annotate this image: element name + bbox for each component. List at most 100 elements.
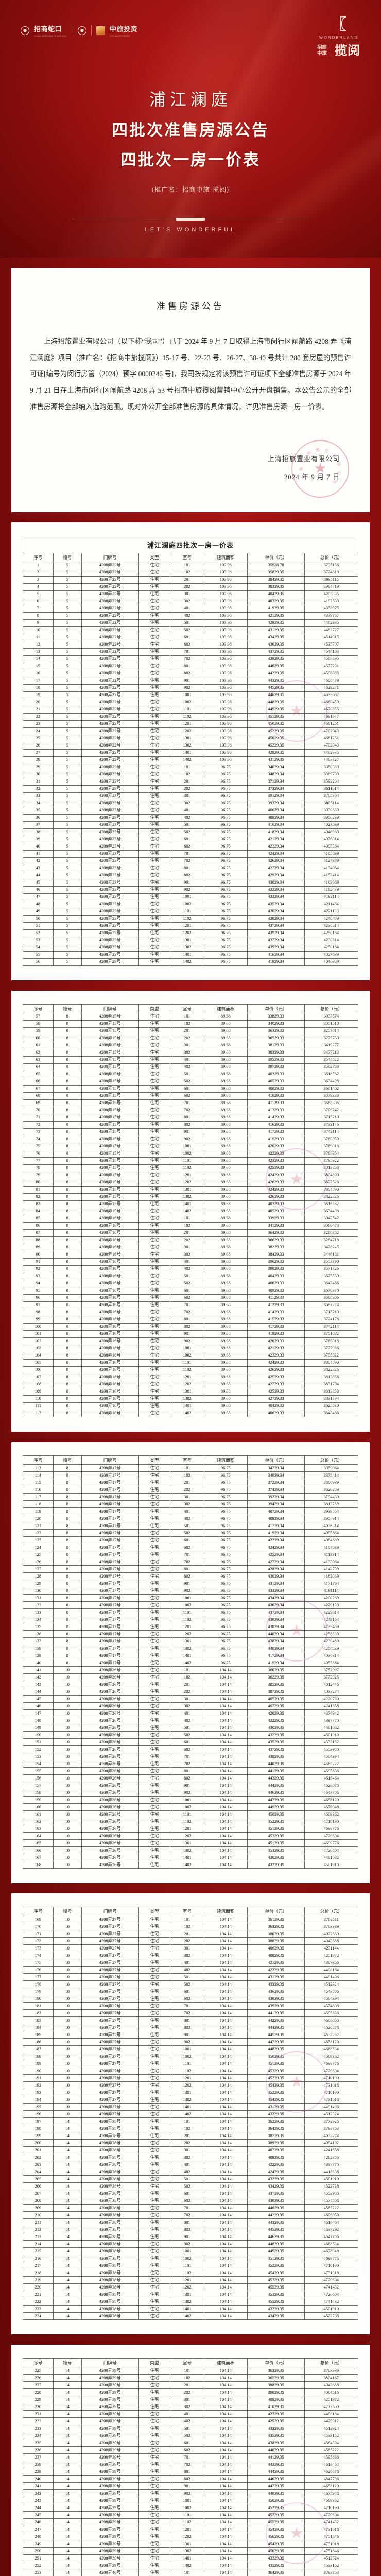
table-cell: 4208弄16号 bbox=[81, 1301, 139, 1309]
table-cell: 4208弄22号 bbox=[81, 669, 139, 677]
table-cell: 218 bbox=[23, 2269, 54, 2277]
table-cell: 4660459 bbox=[304, 698, 359, 706]
table-row: 44 5 4208弄23号 住宅 802 96.75 42929.34 4153414 bbox=[23, 871, 359, 879]
table-cell: 5 bbox=[53, 676, 82, 685]
developer-logo-row: 招商蛇口 CHINA MERCHANTS SHEKOU 中旅投资 CTG INV… bbox=[21, 24, 137, 37]
table-cell: 4208弄15号 bbox=[81, 1020, 139, 1028]
table-cell: 4208弄23号 bbox=[81, 922, 139, 930]
table-cell: 4208弄16号 bbox=[81, 1402, 139, 1410]
table-cell: 45029.35 bbox=[247, 734, 305, 742]
table-cell: 43929.35 bbox=[247, 655, 305, 663]
table-cell: 104.14 bbox=[203, 2139, 248, 2147]
table-cell: 78 bbox=[23, 1164, 54, 1172]
table-cell: 104.14 bbox=[203, 2117, 248, 2126]
table-cell: 14 bbox=[53, 2439, 82, 2447]
table-cell: 96.75 bbox=[203, 1471, 248, 1480]
table-cell: 202 bbox=[170, 1486, 204, 1494]
table-cell: 44929.35 bbox=[247, 2489, 305, 2498]
table-cell: 38229.33 bbox=[247, 1243, 305, 1251]
table-cell: 4250164 bbox=[304, 929, 359, 937]
table-row: 143 10 4208弄26号 住宅 201 104.14 38529.35 4012446 bbox=[23, 1681, 359, 1689]
table-cell: 104.14 bbox=[203, 2298, 248, 2306]
table-cell: 45429.35 bbox=[247, 2096, 305, 2104]
table-row: 117 8 4208弄17号 住宅 301 96.75 39229.34 3794439 bbox=[23, 1493, 359, 1501]
table-cell: 5 bbox=[53, 662, 82, 670]
table-cell: 4095364 bbox=[304, 842, 359, 851]
table-cell: 1402 bbox=[170, 2110, 204, 2119]
table-cell: 4012446 bbox=[304, 1681, 359, 1689]
table-cell: 住宅 bbox=[138, 1774, 171, 1783]
table-cell: 14 bbox=[53, 2117, 82, 2126]
table-cell: 902 bbox=[170, 1587, 204, 1595]
table-cell: 801 bbox=[170, 1113, 204, 1122]
logo-divider-2 bbox=[91, 25, 92, 36]
table-cell: 44029.35 bbox=[247, 1760, 305, 1768]
table-cell: 4208弄23号 bbox=[81, 777, 139, 786]
table-row: 204 14 4208弄38号 住宅 402 104.14 42429.35 4418598 bbox=[23, 2168, 359, 2176]
table-cell: 104.14 bbox=[203, 1995, 248, 2003]
price-table-sheet: 序号 幢号 门牌号 类型 室号 建筑面积 单价（元） 总价（元） 113 8 4208弄17号 住宅 1… bbox=[11, 1442, 370, 1884]
table-cell: 1101 bbox=[170, 2262, 204, 2270]
table-cell: 93 bbox=[23, 1272, 54, 1280]
table-cell: 89.68 bbox=[203, 1380, 248, 1388]
table-cell: 103.96 bbox=[203, 575, 248, 584]
table-cell: 43429.35 bbox=[247, 2182, 305, 2191]
table-cell: 43629.35 bbox=[247, 640, 305, 649]
table-cell: 96.75 bbox=[203, 1565, 248, 1573]
table-cell: 502 bbox=[170, 1731, 204, 1739]
table-row: 69 8 4208弄15号 住宅 701 89.68 41129.33 3688306 bbox=[23, 1099, 359, 1107]
table-cell: 4208弄16号 bbox=[81, 1359, 139, 1367]
table-cell: 4104039 bbox=[304, 1544, 359, 1552]
table-row: 118 8 4208弄17号 住宅 302 96.75 39429.34 3813789 bbox=[23, 1500, 359, 1509]
table-cell: 42329.35 bbox=[247, 1966, 305, 1974]
table-cell: 104.14 bbox=[203, 2312, 248, 2320]
table-cell: 142 bbox=[23, 1673, 54, 1682]
table-cell: 43129.35 bbox=[247, 1973, 305, 1981]
table-cell: 5 bbox=[53, 713, 82, 721]
table-cell: 2 bbox=[23, 568, 54, 577]
table-cell: 96.75 bbox=[203, 821, 248, 829]
table-cell: 14 bbox=[53, 2461, 82, 2469]
china-merchants-icon bbox=[21, 26, 29, 35]
table-cell: 8 bbox=[53, 1522, 82, 1530]
table-cell: 4208弄26号 bbox=[81, 1709, 139, 1718]
table-cell: 4208弄39号 bbox=[81, 2489, 139, 2498]
table-cell: 住宅 bbox=[138, 2255, 171, 2263]
brand-cn-line1: 招商 bbox=[317, 45, 327, 51]
table-cell: 43329.35 bbox=[247, 2554, 305, 2563]
table-row: 248 14 4208弄39号 住宅 1202 104.14 45629.35 4751846 bbox=[23, 2533, 359, 2541]
table-cell: 1102 bbox=[170, 1616, 204, 1624]
table-cell: 42729.33 bbox=[247, 1395, 305, 1403]
table-cell: 14 bbox=[53, 2432, 82, 2440]
table-cell: 14 bbox=[53, 2410, 82, 2418]
table-row: 149 10 4208弄26号 住宅 501 104.14 43029.35 4481082 bbox=[23, 1724, 359, 1732]
table-cell: 201 bbox=[170, 2132, 204, 2140]
table-cell: 4397770 bbox=[304, 1717, 359, 1725]
table-cell: 4564394 bbox=[304, 1995, 359, 2003]
table-cell: 住宅 bbox=[138, 1916, 171, 1924]
table-cell: 45129.35 bbox=[247, 2255, 305, 2263]
table-cell: 36529.33 bbox=[247, 1034, 305, 1042]
table-row: 7 5 4208弄22号 住宅 401 103.96 41929.35 4358975 bbox=[23, 604, 359, 613]
table-cell: 89.68 bbox=[203, 1294, 248, 1302]
table-row: 239 14 4208弄39号 住宅 801 104.14 44429.35 4626878 bbox=[23, 2468, 359, 2476]
table-cell: 住宅 bbox=[138, 2468, 171, 2476]
table-cell: 141 bbox=[23, 1666, 54, 1674]
table-cell: 4208弄17号 bbox=[81, 1587, 139, 1595]
table-cell: 302 bbox=[170, 799, 204, 807]
table-cell: 住宅 bbox=[138, 951, 171, 959]
table-cell: 4647706 bbox=[304, 1789, 359, 1797]
table-cell: 住宅 bbox=[138, 2096, 171, 2104]
table-cell: 8 bbox=[53, 1200, 82, 1208]
table-cell: 4208弄17号 bbox=[81, 1608, 139, 1617]
table-cell: 3793753 bbox=[304, 2569, 359, 2576]
table-cell: 96.75 bbox=[203, 792, 248, 800]
table-row: 207 14 4208弄38号 住宅 601 104.14 43729.35 4553980 bbox=[23, 2190, 359, 2198]
table-cell: 104.14 bbox=[203, 1988, 248, 1996]
table-row: 43 5 4208弄23号 住宅 801 96.75 42729.34 4134064 bbox=[23, 864, 359, 872]
table-cell: 96.75 bbox=[203, 1659, 248, 1667]
table-cell: 4208弄15号 bbox=[81, 1142, 139, 1150]
table-cell: 住宅 bbox=[138, 2067, 171, 2075]
table-cell: 5 bbox=[53, 619, 82, 627]
table-cell: 4208弄17号 bbox=[81, 1551, 139, 1559]
